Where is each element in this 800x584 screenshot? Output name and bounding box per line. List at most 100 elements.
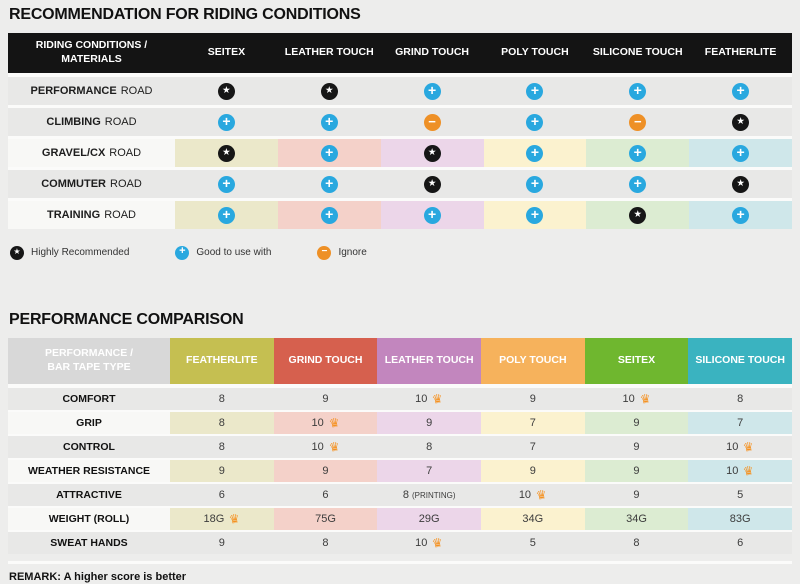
cell-value: 7 xyxy=(737,417,744,429)
cell-featherlite: 6 xyxy=(170,484,274,506)
column-header-grind-touch: GRIND TOUCH xyxy=(273,338,378,384)
plus-icon: + xyxy=(526,175,544,193)
cell-leather-touch: 10 xyxy=(377,532,481,554)
cell-value: 10 xyxy=(311,441,324,453)
plus-icon: + xyxy=(320,175,338,193)
riding-conditions-table: RIDING CONDITIONS / MATERIALS SEITEX LEA… xyxy=(8,33,792,229)
cell-poly-touch: 10 xyxy=(480,484,585,506)
cell-value: 10 xyxy=(415,393,428,405)
plus-icon: + xyxy=(217,113,235,131)
cell-leather-touch: 9 xyxy=(377,412,481,434)
legend-item-ignore: − Ignore xyxy=(317,245,367,260)
column-header-seitex: SEITEX xyxy=(207,46,246,59)
row-label-bold: TRAINING xyxy=(47,209,101,221)
row-label: CLIMBING ROAD xyxy=(8,108,175,136)
cell-grind-touch: 6 xyxy=(273,484,378,506)
table-header-row: PERFORMANCE / BAR TAPE TYPE FEATHERLITE … xyxy=(8,338,792,384)
column-header-grind-touch: GRIND TOUCH xyxy=(395,46,470,59)
plus-icon: + xyxy=(526,144,544,162)
star-icon: ★ xyxy=(423,144,441,162)
column-header-featherlite: FEATHERLITE xyxy=(704,46,777,59)
row-label-suffix: ROAD xyxy=(104,209,136,221)
plus-icon: + xyxy=(732,206,750,224)
row-comfort: COMFORT 8 9 10 9 10 8 xyxy=(8,388,792,410)
cell-grind-touch: + xyxy=(380,201,484,229)
cell-value: 8 xyxy=(737,393,744,405)
column-header-leather-touch: LEATHER TOUCH xyxy=(284,46,374,59)
cell-grind-touch: ★ xyxy=(380,170,484,198)
cell-grind-touch: − xyxy=(380,108,484,136)
crown-icon xyxy=(742,464,755,478)
cell-value: 8 xyxy=(218,441,225,453)
cell-leather-touch: 7 xyxy=(377,460,481,482)
cell-grind-touch: 10 xyxy=(273,412,378,434)
cell-value: 8 xyxy=(218,417,225,429)
cell-featherlite: 8 xyxy=(170,388,274,410)
cell-value: 7 xyxy=(529,441,536,453)
cell-value: 9 xyxy=(322,465,329,477)
cell-value: 10 xyxy=(726,465,739,477)
row-label: GRAVEL/CX ROAD xyxy=(8,139,175,167)
legend-item-highly-recommended: ★ Highly Recommended xyxy=(10,245,129,260)
minus-icon: − xyxy=(423,113,441,131)
cell-featherlite: + xyxy=(689,77,792,105)
row-sweat-hands: SWEAT HANDS 9 8 10 5 8 6 xyxy=(8,532,792,554)
minus-icon: − xyxy=(629,113,647,131)
cell-value: 10 xyxy=(622,393,635,405)
cell-value: 8 xyxy=(218,393,225,405)
row-performance-road: PERFORMANCE ROAD ★ ★ + + + + xyxy=(8,77,792,105)
cell-value: 9 xyxy=(529,465,536,477)
cell-value: 34G xyxy=(522,513,544,525)
cell-value: 9 xyxy=(322,393,329,405)
cell-value: 8 xyxy=(426,441,433,453)
plus-icon: + xyxy=(629,82,647,100)
cell-value: 10 xyxy=(311,417,324,429)
crown-icon xyxy=(431,536,444,550)
legend-label: Ignore xyxy=(338,247,367,258)
cell-featherlite: 8 xyxy=(170,436,274,458)
cell-value: 83G xyxy=(729,513,751,525)
star-icon: ★ xyxy=(423,175,441,193)
cell-silicone-touch: 8 xyxy=(688,388,792,410)
plus-icon: + xyxy=(526,82,544,100)
row-label-suffix: ROAD xyxy=(110,178,142,190)
remark-text: REMARK: A higher score is better xyxy=(9,571,187,583)
performance-comparison-table: PERFORMANCE / BAR TAPE TYPE FEATHERLITE … xyxy=(8,338,792,554)
cell-silicone-touch: + xyxy=(586,77,690,105)
cell-value: 8 xyxy=(402,489,409,501)
cell-value: 75G xyxy=(315,513,336,525)
cell-note: (PRINTING) xyxy=(411,490,456,500)
plus-icon: + xyxy=(320,144,338,162)
row-label: COMMUTER ROAD xyxy=(8,170,175,198)
cell-featherlite: 9 xyxy=(170,532,274,554)
cell-grind-touch: 75G xyxy=(273,508,378,530)
row-label: GRIP xyxy=(8,412,170,434)
cell-silicone-touch: 6 xyxy=(688,532,792,554)
plus-icon: + xyxy=(423,206,441,224)
cell-seitex: 8 xyxy=(584,532,689,554)
plus-icon: + xyxy=(629,144,647,162)
cell-grind-touch: 9 xyxy=(273,460,378,482)
column-header-featherlite: FEATHERLITE xyxy=(170,338,274,384)
plus-icon: + xyxy=(732,144,750,162)
cell-value: 9 xyxy=(426,417,433,429)
cell-value: 18G xyxy=(203,513,225,525)
cell-value: 6 xyxy=(737,537,744,549)
riding-conditions-title: RECOMMENDATION FOR RIDING CONDITIONS xyxy=(9,6,361,23)
cell-silicone-touch: − xyxy=(586,108,690,136)
cell-poly-touch: + xyxy=(483,170,587,198)
row-label: WEATHER RESISTANCE xyxy=(8,460,170,482)
cell-leather-touch: + xyxy=(277,201,381,229)
performance-comparison-section: PERFORMANCE COMPARISON PERFORMANCE / BAR… xyxy=(8,311,792,583)
cell-poly-touch: + xyxy=(483,77,587,105)
cell-seitex: + xyxy=(175,170,278,198)
plus-icon: + xyxy=(423,82,441,100)
cell-leather-touch: 29G xyxy=(377,508,481,530)
plus-icon: + xyxy=(217,175,235,193)
plus-icon: + xyxy=(175,245,190,260)
cell-seitex: ★ xyxy=(175,77,278,105)
cell-value: 7 xyxy=(529,417,536,429)
row-label-suffix: ROAD xyxy=(120,85,153,97)
cell-silicone-touch: 83G xyxy=(688,508,792,530)
cell-value: 34G xyxy=(626,513,647,525)
